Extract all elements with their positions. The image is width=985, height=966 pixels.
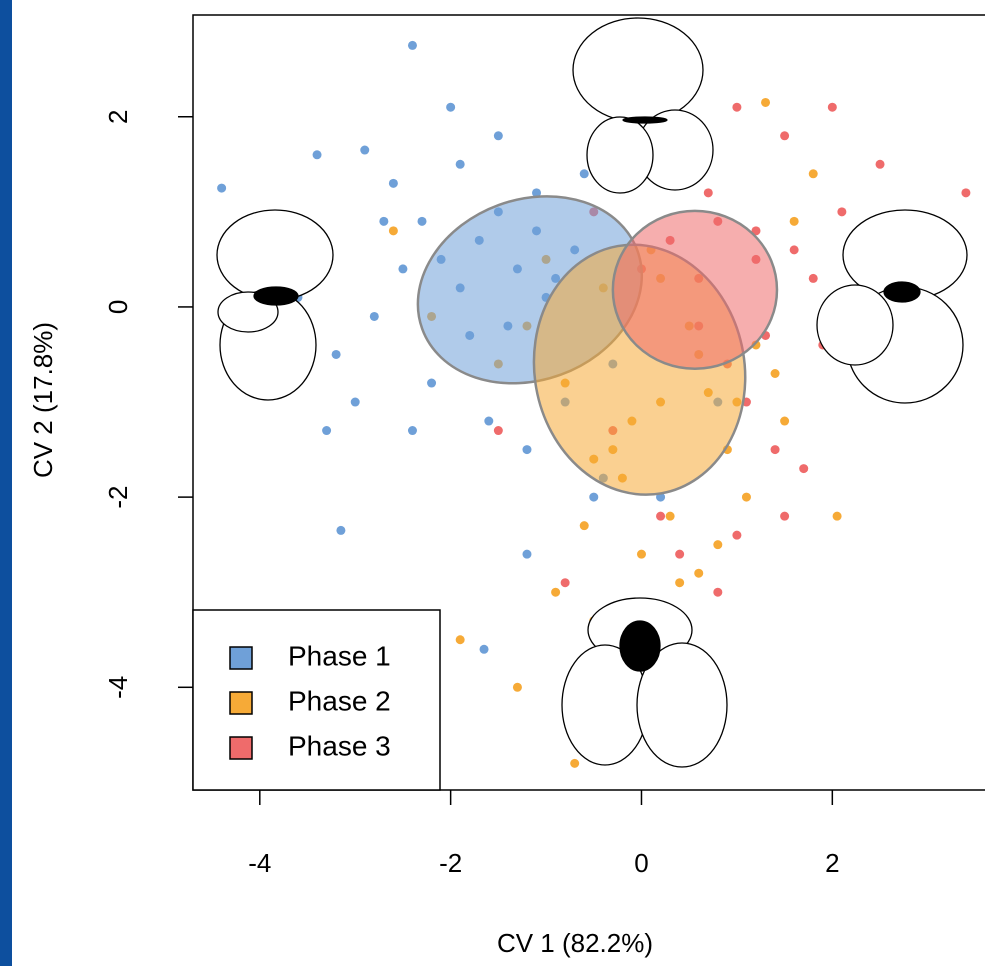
point [694, 568, 704, 578]
x-axis-label: CV 1 (82.2%) [497, 928, 653, 958]
y-tick-label: 0 [103, 300, 133, 314]
point [360, 145, 370, 155]
point [770, 368, 780, 378]
point [560, 578, 570, 588]
y-tick-label: 2 [103, 110, 133, 124]
point [522, 549, 532, 559]
point [331, 349, 341, 359]
point [665, 511, 675, 521]
x-tick-label: 0 [634, 848, 648, 878]
point [570, 758, 580, 768]
confidence-ellipse [611, 209, 779, 370]
legend-swatch [229, 646, 253, 670]
point [636, 549, 646, 559]
x-tick-label: -4 [248, 848, 271, 878]
point [417, 216, 427, 226]
point [808, 169, 818, 179]
point [407, 426, 417, 436]
point [398, 264, 408, 274]
point [427, 378, 437, 388]
point [455, 635, 465, 645]
point [388, 178, 398, 188]
point [832, 511, 842, 521]
shell-right [816, 209, 968, 404]
y-tick-label: -2 [103, 486, 133, 509]
point [837, 207, 847, 217]
point [493, 426, 503, 436]
point [875, 159, 885, 169]
shell-bottom [561, 597, 728, 768]
point [551, 587, 561, 597]
point [713, 587, 723, 597]
point [336, 525, 346, 535]
y-axis-label: CV 2 (17.8%) [28, 322, 58, 478]
point [493, 131, 503, 141]
point [789, 245, 799, 255]
point [799, 464, 809, 474]
point [713, 540, 723, 550]
legend-label: Phase 3 [288, 730, 391, 761]
point [484, 416, 494, 426]
point [217, 183, 227, 193]
point [369, 311, 379, 321]
ellipse-layer [416, 195, 779, 496]
point [732, 102, 742, 112]
point [379, 216, 389, 226]
point [522, 445, 532, 455]
point [827, 102, 837, 112]
point [780, 416, 790, 426]
legend-label: Phase 2 [288, 685, 391, 716]
point [780, 131, 790, 141]
point [675, 578, 685, 588]
point [512, 682, 522, 692]
point [579, 521, 589, 531]
y-tick-label: -4 [103, 676, 133, 699]
point [761, 97, 771, 107]
point [703, 188, 713, 198]
x-tick-label: 2 [825, 848, 839, 878]
shell-left [216, 209, 334, 401]
point [741, 492, 751, 502]
legend-swatch [229, 691, 253, 715]
point [589, 492, 599, 502]
point [455, 159, 465, 169]
point [770, 445, 780, 455]
point [479, 644, 489, 654]
point [732, 530, 742, 540]
point [407, 40, 417, 50]
x-tick-label: -2 [439, 848, 462, 878]
legend-swatch [229, 736, 253, 760]
point [808, 273, 818, 283]
point [322, 426, 332, 436]
point [350, 397, 360, 407]
point [961, 188, 971, 198]
point [656, 511, 666, 521]
point [579, 169, 589, 179]
point [532, 188, 542, 198]
shell-top [572, 17, 714, 194]
point [388, 226, 398, 236]
shell-illustrations [216, 17, 968, 768]
point [780, 511, 790, 521]
point [789, 216, 799, 226]
point [675, 549, 685, 559]
point [446, 102, 456, 112]
legend-label: Phase 1 [288, 640, 391, 671]
point [312, 150, 322, 160]
